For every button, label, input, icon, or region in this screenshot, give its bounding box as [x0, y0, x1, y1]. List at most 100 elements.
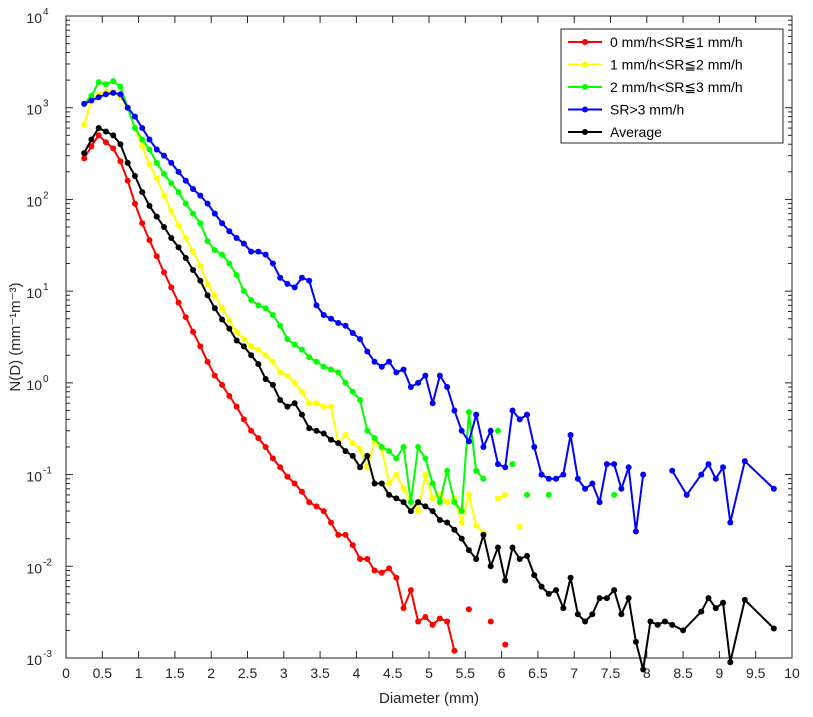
- data-point: [357, 464, 364, 471]
- data-point: [407, 508, 414, 515]
- data-point: [618, 485, 625, 492]
- data-point: [415, 499, 422, 506]
- y-tick-base: 10: [26, 652, 42, 668]
- data-point: [262, 305, 269, 312]
- data-point: [357, 336, 364, 343]
- data-point: [487, 563, 494, 570]
- data-point: [95, 132, 102, 139]
- data-point: [422, 503, 429, 510]
- y-tick-label: 10: [26, 285, 42, 301]
- data-point: [211, 305, 218, 312]
- data-point: [269, 260, 276, 267]
- data-point: [364, 348, 371, 355]
- data-point: [632, 528, 639, 535]
- data-point: [298, 346, 305, 353]
- data-point: [320, 311, 327, 318]
- data-point: [567, 574, 574, 581]
- data-point: [770, 625, 777, 632]
- data-point: [509, 461, 516, 468]
- data-point: [531, 572, 538, 579]
- data-point: [146, 146, 153, 153]
- data-point: [313, 503, 320, 510]
- data-point: [291, 379, 298, 386]
- data-point: [190, 185, 197, 192]
- data-point: [480, 531, 487, 538]
- data-point: [560, 605, 567, 612]
- data-point: [705, 595, 712, 602]
- data-point: [248, 352, 255, 359]
- data-point: [313, 302, 320, 309]
- data-point: [102, 91, 109, 98]
- data-point: [371, 435, 378, 442]
- data-point: [422, 455, 429, 462]
- data-point: [465, 438, 472, 445]
- data-point: [291, 284, 298, 291]
- data-point: [335, 369, 342, 376]
- data-point: [400, 485, 407, 492]
- data-point: [465, 547, 472, 554]
- data-point: [168, 207, 175, 214]
- data-point: [161, 269, 168, 276]
- data-point: [320, 403, 327, 410]
- data-point: [175, 168, 182, 175]
- data-point: [277, 274, 284, 281]
- data-point: [574, 475, 581, 482]
- data-point: [611, 461, 618, 468]
- data-point: [364, 427, 371, 434]
- data-point: [647, 618, 654, 625]
- data-point: [386, 491, 393, 498]
- data-point: [146, 136, 153, 143]
- data-point: [95, 125, 102, 132]
- y-tick-label: 10: [26, 469, 42, 485]
- data-point: [473, 522, 480, 529]
- data-point: [95, 79, 102, 86]
- data-point: [451, 499, 458, 506]
- data-point: [335, 531, 342, 538]
- data-point: [357, 397, 364, 404]
- data-point: [393, 471, 400, 478]
- data-point: [255, 361, 262, 368]
- legend: 0 mm/h<SR≦1 mm/h 1 mm/h<SR≦2 mm/h 2 mm/h<S…: [560, 28, 784, 144]
- data-point: [313, 400, 320, 407]
- data-point: [473, 556, 480, 563]
- data-point: [502, 464, 509, 471]
- data-point: [451, 407, 458, 414]
- data-point: [516, 523, 523, 530]
- data-point: [110, 132, 117, 139]
- data-point: [349, 542, 356, 549]
- data-point: [255, 346, 262, 353]
- y-tick-base: 10: [26, 285, 42, 301]
- data-point: [545, 590, 552, 597]
- data-point: [226, 260, 233, 267]
- y-tick-label: 10: [26, 560, 42, 576]
- data-point: [342, 432, 349, 439]
- x-tick-label: 2: [207, 665, 215, 681]
- data-point: [161, 170, 168, 177]
- data-point: [306, 277, 313, 284]
- data-point: [284, 473, 291, 480]
- data-point: [741, 458, 748, 465]
- x-tick-label: 2.5: [238, 665, 258, 681]
- x-tick-label: 5.5: [456, 665, 476, 681]
- data-point: [444, 519, 451, 526]
- y-tick-base: 10: [26, 377, 42, 393]
- data-point: [407, 499, 414, 506]
- x-tick-label: 3: [280, 665, 288, 681]
- series-layer: [81, 78, 777, 673]
- data-point: [494, 495, 501, 502]
- data-point: [494, 544, 501, 551]
- data-point: [219, 220, 226, 227]
- data-point: [444, 467, 451, 474]
- data-point: [219, 381, 226, 388]
- data-point: [146, 202, 153, 209]
- data-point: [349, 388, 356, 395]
- data-point: [204, 200, 211, 207]
- data-point: [494, 461, 501, 468]
- data-point: [255, 435, 262, 442]
- data-point: [640, 666, 647, 673]
- data-point: [705, 461, 712, 468]
- data-point: [255, 302, 262, 309]
- data-point: [596, 595, 603, 602]
- data-point: [378, 569, 385, 576]
- data-point: [240, 416, 247, 423]
